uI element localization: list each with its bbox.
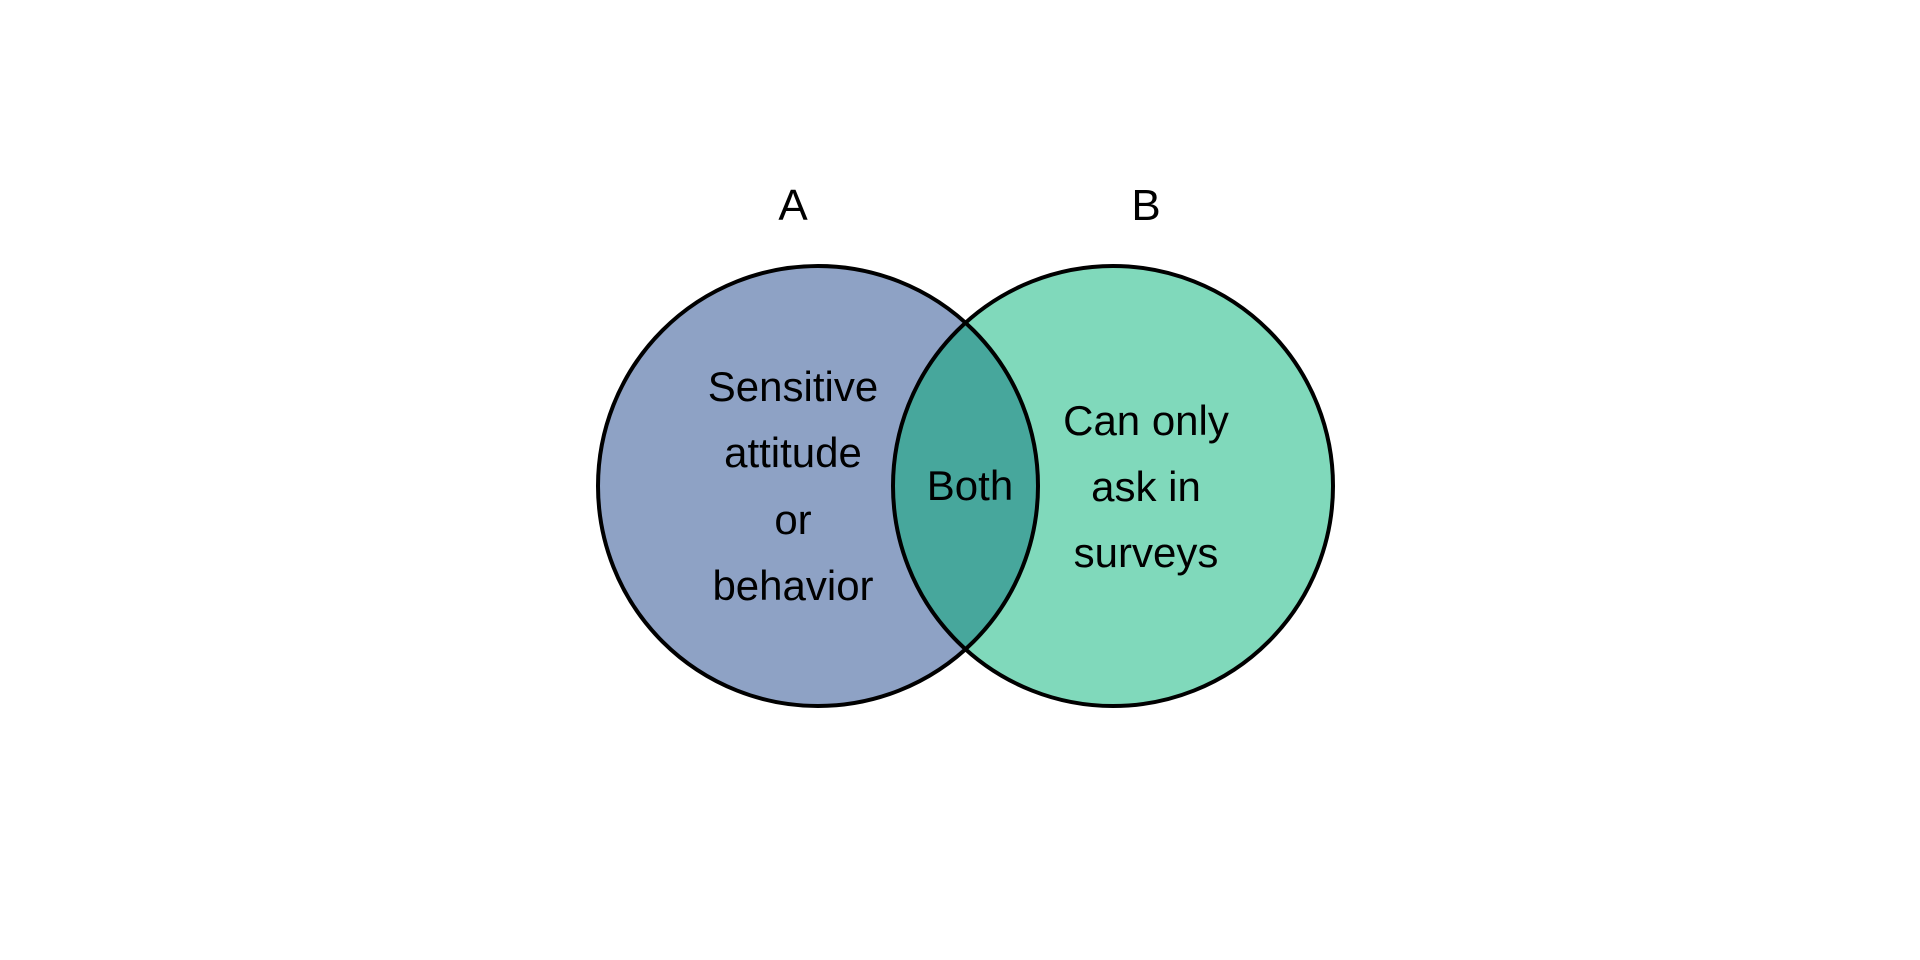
set-b-region-line: Can only xyxy=(1063,397,1229,444)
intersection-label: Both xyxy=(927,462,1013,509)
intersection-region xyxy=(893,266,1038,706)
set-b-outline xyxy=(891,264,1335,708)
set-a-region-line: Sensitive xyxy=(708,363,878,410)
set-a-region-line: behavior xyxy=(712,562,873,609)
set-b-region-line: ask in xyxy=(1091,463,1201,510)
set-a-region-line: attitude xyxy=(724,429,862,476)
set-a-region-line: or xyxy=(774,496,811,543)
set-b-label: B xyxy=(1131,181,1160,230)
set-a-outline xyxy=(596,264,1040,708)
set-a-label: A xyxy=(778,181,808,230)
set-b-region-line: surveys xyxy=(1074,529,1219,576)
